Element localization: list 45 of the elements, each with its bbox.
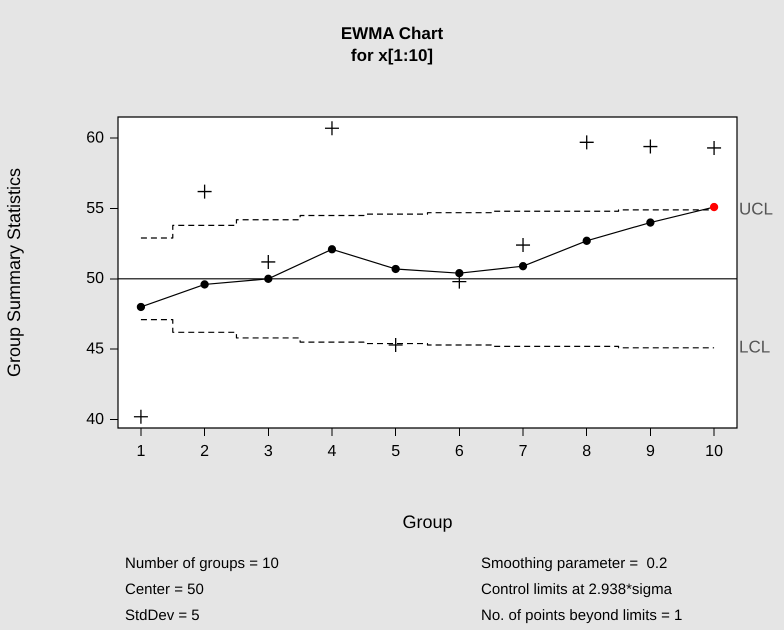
point [582, 236, 591, 245]
x-tick-label: 8 [582, 443, 592, 460]
x-tick-label: 2 [200, 443, 210, 460]
x-tick-label: 7 [518, 443, 528, 460]
point [392, 264, 400, 274]
x-tick-label: 3 [264, 443, 273, 460]
point [136, 302, 146, 312]
point [518, 262, 528, 270]
point [388, 337, 404, 353]
y-tick-label: 50 [86, 270, 104, 288]
x-tick-label: 5 [391, 443, 400, 460]
point [324, 120, 340, 136]
y-tick-label: 45 [86, 340, 104, 358]
x-tick-label: 6 [454, 443, 464, 460]
x-tick-label: 10 [705, 443, 724, 460]
text: StdDev = 5 [125, 607, 200, 624]
point [133, 409, 149, 424]
text: No. of points beyond limits = 1 [481, 607, 682, 624]
chart-subtitle: for x[1:10] [350, 46, 434, 66]
series-label: LCL [739, 337, 770, 356]
point [515, 237, 531, 253]
x-tick-label: 9 [646, 443, 655, 460]
x-tick-label: 4 [328, 443, 337, 460]
point [710, 202, 718, 212]
text: Number of groups = 10 [125, 555, 279, 572]
text: Center = 50 [125, 581, 204, 598]
x-tick-label: 1 [136, 443, 146, 460]
point [706, 140, 722, 156]
chart-title: EWMA Chart [340, 24, 444, 44]
series-label: UCL [739, 200, 774, 219]
point [646, 218, 655, 227]
point [642, 138, 658, 154]
y-tick-label: 55 [86, 200, 104, 217]
x-axis-title: Group [402, 512, 453, 532]
y-tick-label: 40 [86, 410, 104, 428]
y-axis-title: Group Summary Statistics [4, 168, 24, 378]
point [196, 184, 212, 200]
text: Smoothing parameter = 0.2 [481, 555, 668, 572]
point [260, 254, 276, 270]
point [579, 134, 594, 150]
y-tick-label: 60 [86, 130, 104, 147]
point [455, 269, 464, 278]
point [328, 245, 336, 254]
point [200, 280, 209, 289]
text: Control limits at 2.938*sigma [481, 581, 672, 598]
